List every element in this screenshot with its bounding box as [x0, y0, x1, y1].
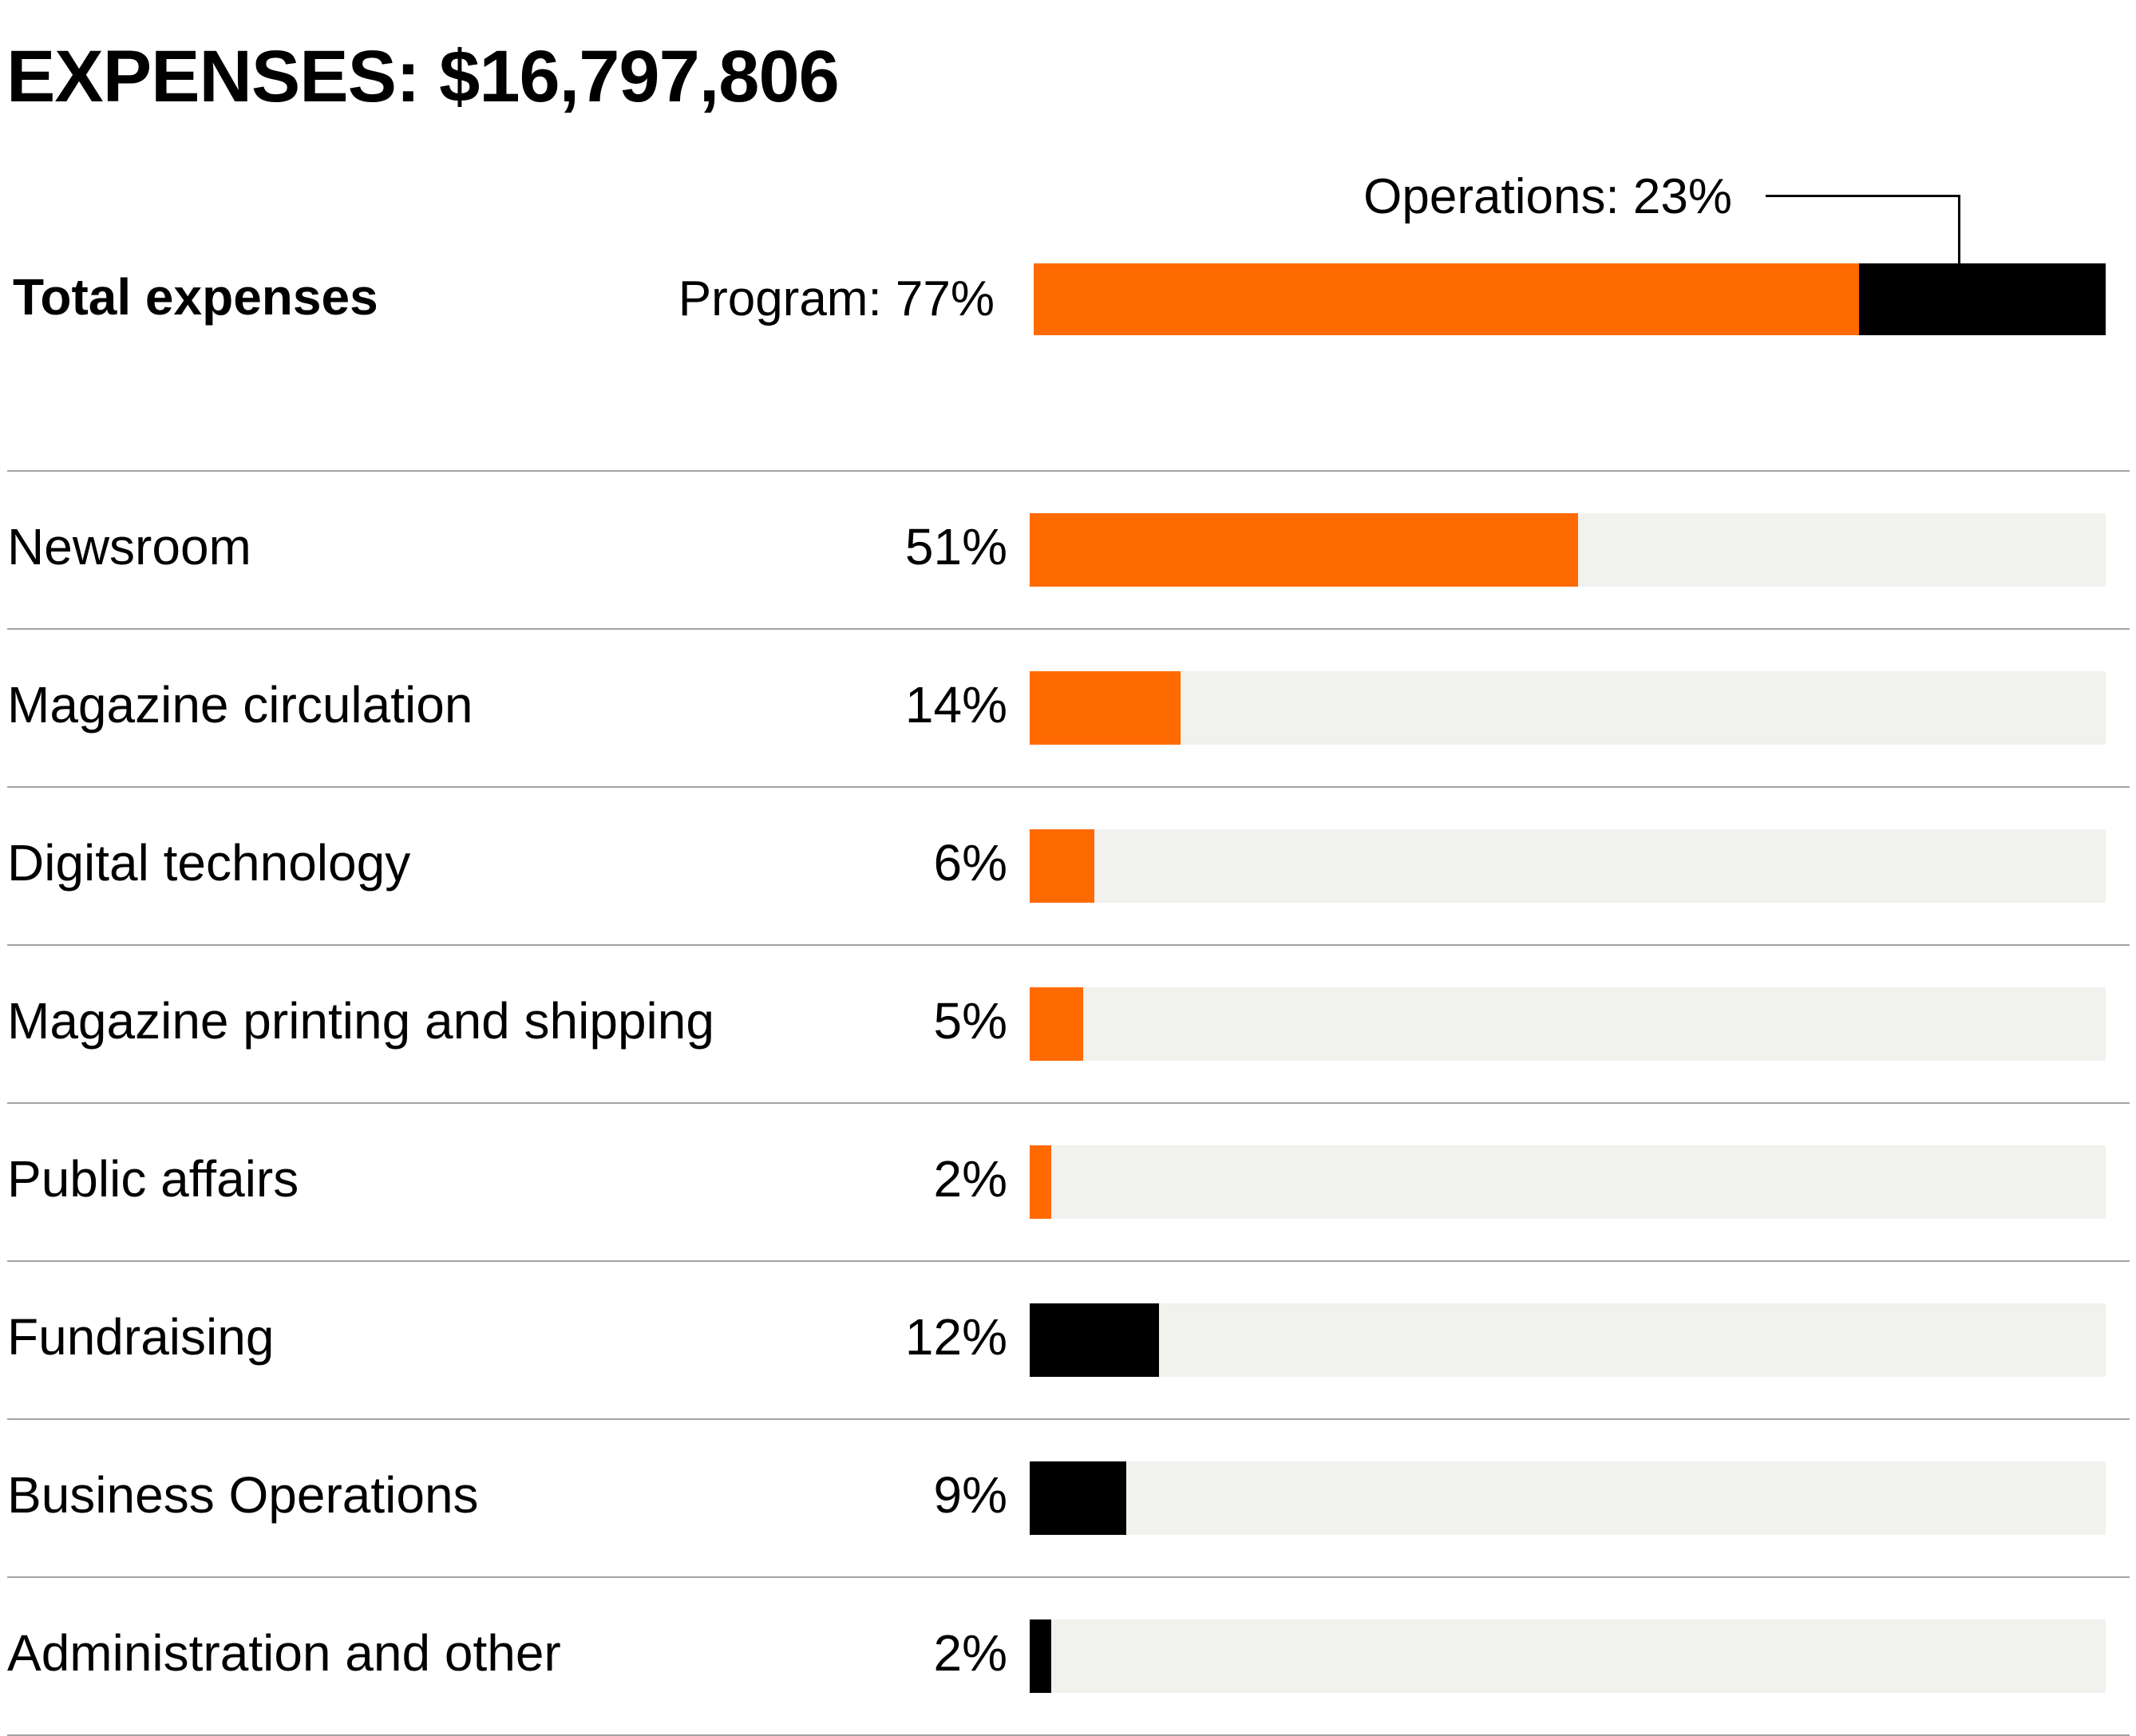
- category-label: Newsroom: [7, 518, 251, 575]
- bar-track: [1030, 829, 2106, 903]
- category-row: Magazine printing and shipping 5%: [7, 946, 2130, 1102]
- category-row: Public affairs 2%: [7, 1104, 2130, 1260]
- bar-fill-operations: [1030, 1303, 1159, 1377]
- bar-track: [1030, 671, 2106, 745]
- bar-fill-program: [1030, 987, 1084, 1061]
- category-row: Digital technology 6%: [7, 788, 2130, 944]
- row-separator: [7, 1102, 2130, 1104]
- row-separator: [7, 1260, 2130, 1262]
- category-label: Magazine printing and shipping: [7, 992, 714, 1050]
- category-label: Digital technology: [7, 834, 411, 892]
- category-row: Administration and other 2%: [7, 1578, 2130, 1734]
- bar-track: [1030, 987, 2106, 1061]
- bar-fill-program: [1030, 829, 1094, 903]
- operations-share-label: Operations: 23%: [1363, 169, 1732, 224]
- category-percent-label: 12%: [904, 1308, 1007, 1366]
- bar-fill-operations: [1030, 1461, 1127, 1535]
- category-label: Business Operations: [7, 1466, 479, 1524]
- bar-track: [1030, 1303, 2106, 1377]
- row-separator: [7, 786, 2130, 788]
- category-percent-label: 2%: [933, 1624, 1008, 1682]
- chart-title: EXPENSES: $16,797,806: [6, 36, 840, 117]
- bar-track: [1030, 1461, 2106, 1535]
- category-percent-label: 5%: [933, 992, 1008, 1050]
- category-percent-label: 14%: [904, 676, 1007, 734]
- total-expenses-label: Total expenses: [13, 268, 378, 326]
- operations-leader-line-vertical: [1958, 195, 1960, 265]
- bar-track: [1030, 1145, 2106, 1219]
- program-share-label: Program: 77%: [678, 271, 995, 326]
- bar-track: [1030, 513, 2106, 587]
- program-segment: [1034, 263, 1860, 335]
- category-percent-label: 2%: [933, 1150, 1008, 1208]
- row-separator: [7, 470, 2130, 472]
- bar-track: [1030, 1619, 2106, 1693]
- category-label: Fundraising: [7, 1308, 275, 1366]
- category-row: Fundraising 12%: [7, 1262, 2130, 1418]
- category-label: Public affairs: [7, 1150, 299, 1208]
- category-row: Business Operations 9%: [7, 1420, 2130, 1576]
- row-separator: [7, 944, 2130, 946]
- row-separator: [7, 628, 2130, 630]
- category-label: Magazine circulation: [7, 676, 473, 734]
- category-percent-label: 6%: [933, 834, 1008, 892]
- category-label: Administration and other: [7, 1624, 561, 1682]
- bar-fill-operations: [1030, 1619, 1051, 1693]
- operations-segment: [1859, 263, 2106, 335]
- bar-fill-program: [1030, 671, 1181, 745]
- category-rows: Newsroom 51% Magazine circulation 14% Digita…: [7, 470, 2130, 1736]
- total-expenses-stacked-bar: [1034, 263, 2106, 335]
- category-row: Magazine circulation 14%: [7, 630, 2130, 786]
- category-row: Newsroom 51%: [7, 472, 2130, 628]
- bar-fill-program: [1030, 1145, 1051, 1219]
- row-separator: [7, 1576, 2130, 1578]
- category-percent-label: 51%: [904, 518, 1007, 575]
- bar-fill-program: [1030, 513, 1579, 587]
- operations-leader-line-horizontal: [1766, 195, 1960, 197]
- category-percent-label: 9%: [933, 1466, 1008, 1524]
- row-separator: [7, 1418, 2130, 1420]
